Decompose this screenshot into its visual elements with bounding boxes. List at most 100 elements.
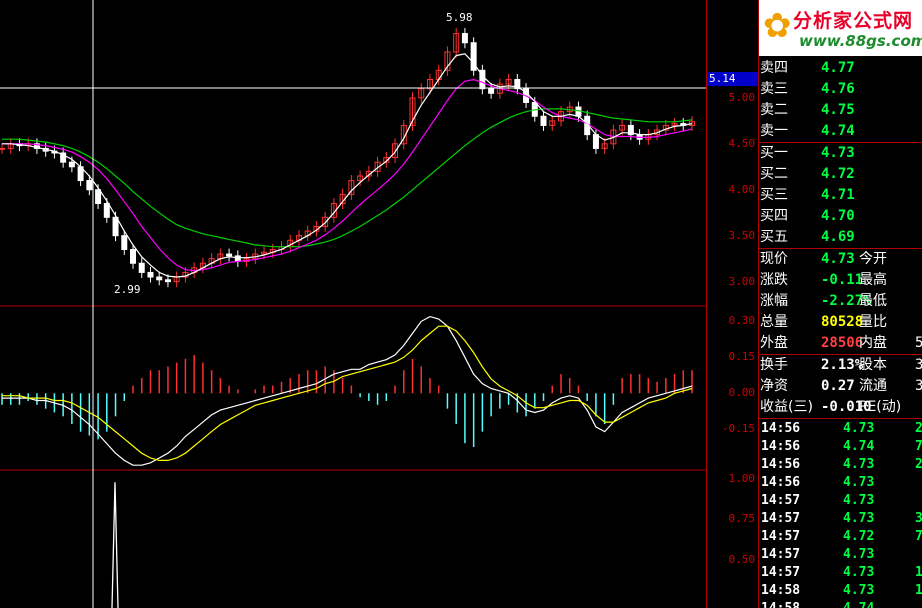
trade-price: 4.74: [843, 600, 874, 608]
trade-time: 14:56: [761, 475, 801, 490]
panel-separator: [759, 418, 922, 419]
logo-site: www.88gs.com: [799, 32, 922, 50]
quote-label: 总量: [760, 314, 788, 330]
candle-body: [226, 253, 233, 257]
quote-row: 现价 4.73 今开: [759, 249, 922, 269]
candle-body: [33, 143, 40, 149]
candle-body: [514, 79, 521, 90]
level-label: 卖四: [760, 60, 788, 76]
trade-time: 14:58: [761, 583, 801, 598]
finance-label-2: 流通: [859, 378, 887, 394]
axis-tick-label: 0.00: [728, 386, 756, 400]
level-price: 4.70: [821, 208, 855, 224]
indicator-panel[interactable]: [111, 482, 119, 608]
candle-body: [627, 124, 634, 136]
panel-separator: [759, 142, 922, 143]
trade-price: 4.72: [843, 529, 875, 544]
candle-body: [138, 262, 145, 273]
trade-time: 14:57: [761, 529, 801, 544]
macd-dif-line: [2, 315, 693, 466]
buy-level-row: 买四 4.70: [759, 206, 922, 226]
axis-tick-label: 3.00: [728, 274, 756, 288]
trade-time: 14:57: [761, 511, 801, 526]
quote-label: 现价: [760, 251, 788, 267]
trade-volume: 7: [915, 528, 922, 546]
finance-value: 0.27: [821, 378, 855, 394]
quote-label: 外盘: [760, 335, 788, 351]
level-label: 卖三: [760, 81, 788, 97]
candle-body: [374, 161, 381, 172]
candle-body: [619, 124, 626, 131]
finance-value-2: 3.: [915, 376, 922, 396]
candle-body: [549, 120, 556, 126]
axis-tick-label: 0.30: [728, 314, 756, 328]
trade-row: 14:57 4.72 7: [759, 528, 922, 546]
trade-time: 14:58: [761, 600, 800, 608]
finance-row: 收益(三) -0.010 PE(动): [759, 397, 922, 417]
candle-body: [121, 235, 128, 250]
axis-tick-label: -0.15: [721, 422, 755, 436]
candle-body: [130, 248, 137, 264]
logo: ✿ 分析家公式网 www.88gs.com: [759, 0, 922, 56]
candle-body: [0, 147, 5, 150]
trade-price: 4.73: [843, 583, 875, 598]
trade-price: 4.73: [843, 565, 875, 580]
trade-row: 14:58 4.73 10: [759, 582, 922, 600]
candle-body: [453, 33, 460, 53]
level-price: 4.77: [821, 60, 855, 76]
trade-time: 14:56: [761, 439, 801, 454]
trade-time: 14:57: [761, 565, 801, 580]
candle-body: [60, 152, 67, 163]
candle-body: [592, 134, 599, 149]
quote-value-2: 5: [915, 333, 922, 353]
macd-panel[interactable]: [1, 315, 693, 466]
trade-row: 14:57 4.73: [759, 546, 922, 564]
quote-value: 4.73: [821, 251, 855, 267]
buy-level-row: 买二 4.72: [759, 164, 922, 184]
ma-mid-line: [2, 78, 693, 272]
axis-tick-label: 4.50: [728, 136, 756, 150]
quote-label-2: 今开: [859, 251, 887, 267]
panel-separator: [759, 354, 922, 355]
trade-volume: 7: [915, 438, 922, 456]
finance-value: 2.13%: [821, 357, 864, 373]
level-label: 卖一: [760, 123, 788, 139]
trade-volume: 10: [915, 564, 922, 582]
finance-label: 净资: [760, 378, 788, 394]
candle-body: [86, 180, 93, 191]
candle-body: [461, 33, 468, 44]
candle-body: [156, 276, 163, 281]
ma-long-line: [2, 108, 693, 248]
ma-short-line: [2, 53, 693, 278]
candle-body: [164, 279, 171, 283]
flower-icon: ✿: [763, 6, 792, 46]
sell-level-row: 卖四 4.77: [759, 58, 922, 78]
finance-value: -0.010: [821, 399, 872, 415]
finance-row: 换手 2.13%股本 3.: [759, 355, 922, 375]
indicator-spike: [111, 482, 119, 608]
candle-body: [234, 255, 241, 262]
kline-chart[interactable]: 5.98 2.99: [0, 0, 706, 608]
quote-row: 涨跌 -0.11 最高: [759, 270, 922, 290]
trade-row: 14:58 4.74: [759, 600, 922, 608]
axis-tick-label: 0.50: [728, 552, 756, 566]
quote-panel: ✿ 分析家公式网 www.88gs.com 卖四 4.77 卖三 4.76 卖二 4.75…: [758, 0, 922, 608]
candle-body: [103, 203, 110, 218]
candle-body: [444, 51, 451, 71]
quote-row: 涨幅 -2.27% 最低: [759, 291, 922, 311]
axis-tick-label: 5.00: [728, 90, 756, 104]
trade-price: 4.73: [843, 457, 875, 472]
candle-body: [601, 143, 608, 149]
trade-row: 14:57 4.73: [759, 492, 922, 510]
candle-body: [383, 157, 390, 163]
trade-price: 4.73: [843, 511, 875, 526]
finance-label: 收益(三): [760, 399, 813, 415]
trade-price: 4.73: [843, 421, 875, 436]
candle-body: [671, 123, 678, 126]
axis-tick-label: 0.15: [728, 350, 756, 364]
price-axis: 5.14 5.00 4.50 4.00 3.50 3.00 0.30 0.15 0.00 -0.…: [706, 0, 759, 608]
price-panel[interactable]: [0, 28, 695, 288]
quote-label-2: 最高: [859, 272, 887, 288]
